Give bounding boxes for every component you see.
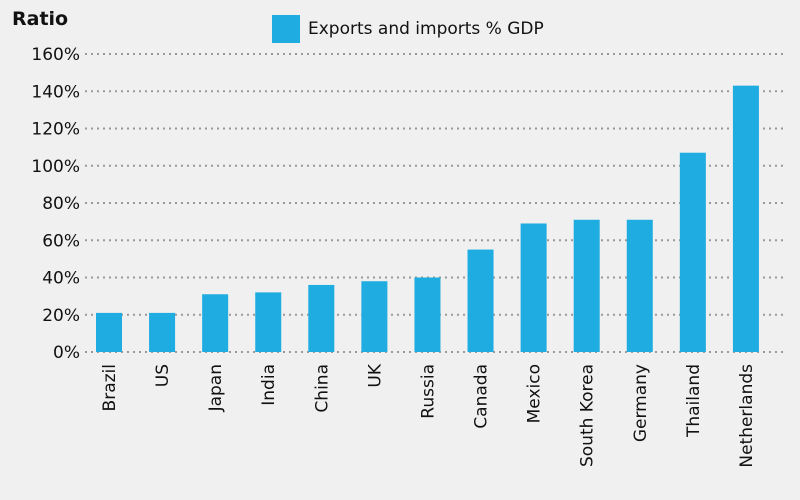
y-tick-label: 100% xyxy=(31,157,80,177)
x-tick-label: India xyxy=(259,364,279,406)
x-tick-label: Mexico xyxy=(525,364,545,423)
x-tick-label: Thailand xyxy=(684,364,704,438)
bar-brazil xyxy=(96,312,122,352)
x-tick-label: US xyxy=(153,364,173,387)
y-tick-label: 120% xyxy=(31,120,80,140)
bar-china xyxy=(308,284,335,352)
bar-netherlands xyxy=(732,85,759,352)
bar-germany xyxy=(626,219,653,352)
x-tick-label: South Korea xyxy=(578,364,598,467)
y-tick-label: 60% xyxy=(42,231,80,251)
y-tick-label: 160% xyxy=(31,45,80,65)
x-tick-label: Germany xyxy=(631,364,651,442)
bar-south-korea xyxy=(573,219,600,352)
legend: Exports and imports % GDP xyxy=(272,15,544,43)
x-tick-label: Russia xyxy=(418,364,438,419)
y-axis-title: Ratio xyxy=(12,8,69,30)
y-tick-label: 20% xyxy=(42,306,80,326)
y-tick-label: 80% xyxy=(42,194,80,214)
bar-thailand xyxy=(679,152,706,352)
bar-russia xyxy=(414,277,441,352)
legend-label: Exports and imports % GDP xyxy=(308,19,544,39)
legend-swatch xyxy=(272,15,300,43)
bar-uk xyxy=(361,281,388,352)
bar-canada xyxy=(467,249,494,352)
y-tick-label: 140% xyxy=(31,82,80,102)
x-tick-label: UK xyxy=(365,363,385,387)
x-tick-label: Canada xyxy=(472,364,492,429)
y-tick-label: 40% xyxy=(42,269,80,289)
x-tick-label: Japan xyxy=(206,364,226,412)
x-tick-label: Netherlands xyxy=(737,364,757,468)
bar-us xyxy=(149,312,176,352)
bar-japan xyxy=(202,294,229,352)
bar-mexico xyxy=(520,223,547,352)
x-tick-label: China xyxy=(312,364,332,413)
y-tick-label: 0% xyxy=(53,343,80,363)
x-tick-label: Brazil xyxy=(100,364,120,411)
bar-india xyxy=(255,292,282,352)
